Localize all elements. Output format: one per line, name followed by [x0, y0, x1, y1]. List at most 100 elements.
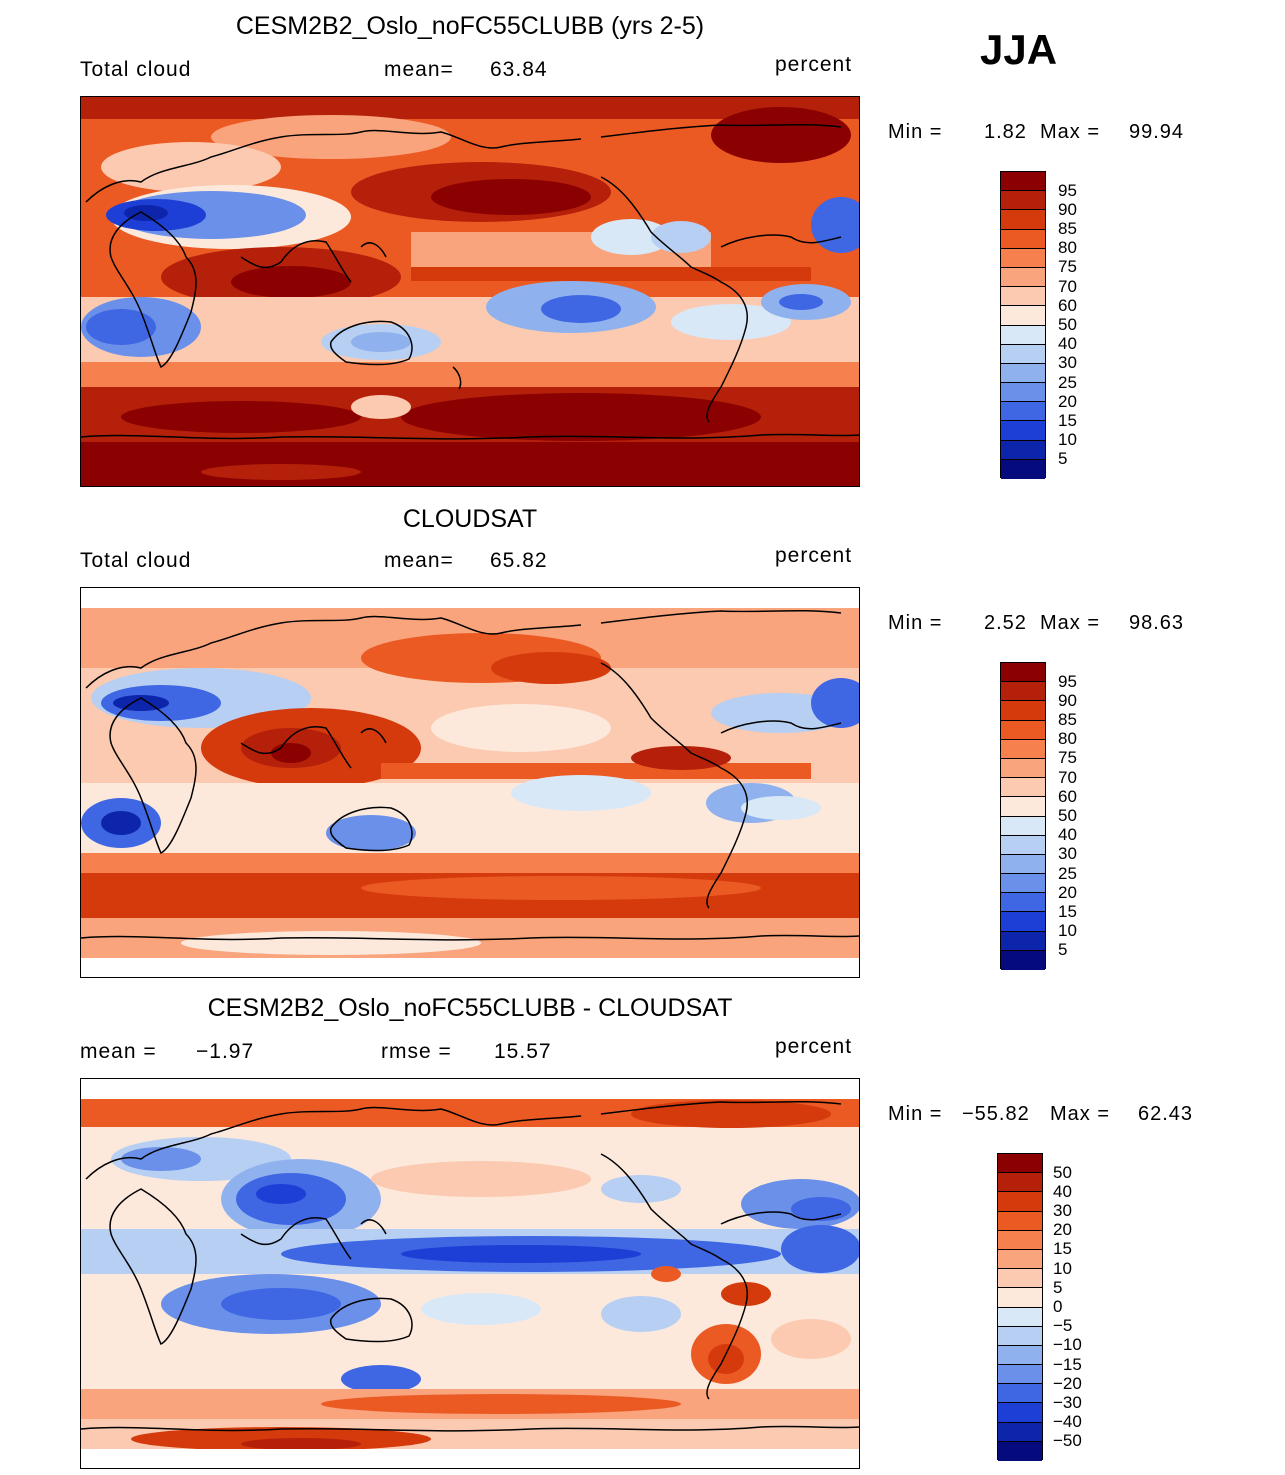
- map-diff-field: [81, 1079, 859, 1468]
- colorbar-swatch: [1001, 835, 1045, 855]
- colorbar-swatch: [1001, 854, 1045, 875]
- colorbar-tick-label: 50: [1053, 1162, 1072, 1182]
- colorbar-tick-label: 25: [1058, 372, 1077, 392]
- colorbar-swatch: [1001, 191, 1045, 211]
- colorbar-swatch: [1001, 325, 1045, 345]
- colorbar-swatch: [1001, 287, 1045, 307]
- colorbar-swatch: [998, 1269, 1042, 1289]
- colorbar-tick-label: −10: [1053, 1335, 1082, 1355]
- colorbar-tick-label: 75: [1058, 257, 1077, 277]
- season-label: JJA: [980, 26, 1058, 73]
- colorbar-swatch: [1001, 912, 1045, 932]
- colorbar-tick-label: −15: [1053, 1354, 1082, 1374]
- colorbar-swatch: [998, 1249, 1042, 1270]
- colorbar-tick-label: 70: [1058, 767, 1077, 787]
- colorbar-swatch: [998, 1230, 1042, 1250]
- colorbar-swatch: [1001, 663, 1045, 683]
- colorbar-labels-model: 95 90 85 80 75 70 60 50 40 30 25 20 15 10 5: [1058, 171, 1118, 478]
- min-label-obs: Min =: [888, 612, 943, 634]
- rmse-label-diff: rmse =: [381, 1040, 452, 1063]
- colorbar-swatch: [1001, 950, 1045, 970]
- colorbar-tick-label: 0: [1053, 1297, 1063, 1316]
- min-value-diff: −55.82: [962, 1103, 1030, 1125]
- colorbar-swatch: [1001, 758, 1045, 779]
- colorbar-swatch: [1001, 383, 1045, 403]
- colorbar-swatch: [1001, 778, 1045, 798]
- colorbar-swatch: [1001, 816, 1045, 836]
- mean-label-obs: mean=: [384, 549, 454, 572]
- colorbar-swatch: [1001, 229, 1045, 249]
- colorbar-swatch: [1001, 421, 1045, 441]
- colorbar-tick-label: 5: [1053, 1277, 1063, 1297]
- max-label-model: Max =: [1040, 121, 1101, 143]
- mean-label-model: mean=: [384, 58, 454, 81]
- colorbar-tick-label: −5: [1053, 1316, 1073, 1336]
- max-value-diff: 62.43: [1138, 1103, 1194, 1125]
- max-value-model: 99.94: [1129, 121, 1185, 143]
- colorbar-swatch: [998, 1326, 1042, 1346]
- colorbar-diff: [997, 1153, 1043, 1461]
- colorbar-tick-label: −30: [1053, 1392, 1082, 1412]
- mean-value-obs: 65.82: [490, 549, 548, 572]
- units-label-obs: percent: [775, 544, 853, 567]
- colorbar-swatch: [998, 1441, 1042, 1461]
- colorbar-swatch: [998, 1422, 1042, 1442]
- colorbar-tick-label: −20: [1053, 1373, 1082, 1393]
- colorbar-swatch: [1001, 874, 1045, 894]
- colorbar-tick-label: 90: [1058, 690, 1077, 710]
- colorbar-swatch: [1001, 363, 1045, 384]
- colorbar-tick-label: 50: [1058, 806, 1077, 825]
- colorbar-swatch: [998, 1403, 1042, 1423]
- panel-title-diff: CESM2B2_Oslo_noFC55CLUBB - CLOUDSAT: [207, 994, 733, 1022]
- colorbar-swatch: [998, 1345, 1042, 1366]
- colorbar-model: [1000, 171, 1046, 479]
- colorbar-tick-label: 85: [1058, 219, 1077, 239]
- max-value-obs: 98.63: [1129, 612, 1185, 634]
- colorbar-tick-label: 15: [1058, 901, 1077, 921]
- field-label-model: Total cloud: [80, 58, 192, 81]
- colorbar-swatch: [1001, 344, 1045, 364]
- panel-title-model: CESM2B2_Oslo_noFC55CLUBB (yrs 2-5): [235, 12, 705, 40]
- colorbar-tick-label: 30: [1058, 844, 1077, 864]
- colorbar-tick-label: 60: [1058, 786, 1077, 806]
- colorbar-tick-label: 15: [1053, 1239, 1072, 1259]
- colorbar-tick-label: 40: [1058, 334, 1077, 354]
- colorbar-tick-label: 25: [1058, 863, 1077, 883]
- colorbar-labels-diff: 50 40 30 20 15 10 5 0 −5 −10 −15 −20 −30 −40 −50: [1053, 1153, 1123, 1460]
- colorbar-swatch: [1001, 701, 1045, 721]
- max-label-obs: Max =: [1040, 612, 1101, 634]
- mean-label-diff: mean =: [80, 1040, 157, 1063]
- colorbar-swatch: [998, 1384, 1042, 1404]
- min-value-obs: 2.52: [984, 612, 1027, 634]
- colorbar-swatch: [1001, 931, 1045, 951]
- colorbar-tick-label: 10: [1053, 1258, 1072, 1278]
- map-model: [80, 96, 860, 487]
- colorbar-tick-label: 40: [1058, 825, 1077, 845]
- colorbar-swatch: [1001, 720, 1045, 740]
- colorbar-swatch: [1001, 248, 1045, 268]
- colorbar-tick-label: 40: [1053, 1181, 1072, 1201]
- colorbar-tick-label: 20: [1053, 1220, 1072, 1240]
- colorbar-swatch: [1001, 739, 1045, 759]
- colorbar-swatch: [998, 1288, 1042, 1308]
- colorbar-swatch: [1001, 682, 1045, 702]
- colorbar-tick-label: 90: [1058, 199, 1077, 219]
- colorbar-swatch: [1001, 172, 1045, 192]
- colorbar-swatch: [998, 1365, 1042, 1385]
- mean-value-diff: −1.97: [196, 1040, 255, 1063]
- colorbar-tick-label: 70: [1058, 276, 1077, 296]
- colorbar-tick-label: 50: [1058, 315, 1077, 334]
- colorbar-tick-label: 15: [1058, 410, 1077, 430]
- map-model-field: [81, 97, 859, 486]
- colorbar-swatch: [1001, 306, 1045, 326]
- min-label-diff: Min =: [888, 1103, 943, 1125]
- colorbar-swatch: [1001, 402, 1045, 422]
- colorbar-tick-label: 85: [1058, 710, 1077, 730]
- colorbar-swatch: [998, 1192, 1042, 1212]
- colorbar-swatch: [1001, 267, 1045, 288]
- colorbar-tick-label: 30: [1053, 1201, 1072, 1221]
- colorbar-tick-label: 80: [1058, 238, 1077, 258]
- colorbar-tick-label: 10: [1058, 430, 1077, 450]
- colorbar-tick-label: 60: [1058, 295, 1077, 315]
- colorbar-swatch: [1001, 459, 1045, 479]
